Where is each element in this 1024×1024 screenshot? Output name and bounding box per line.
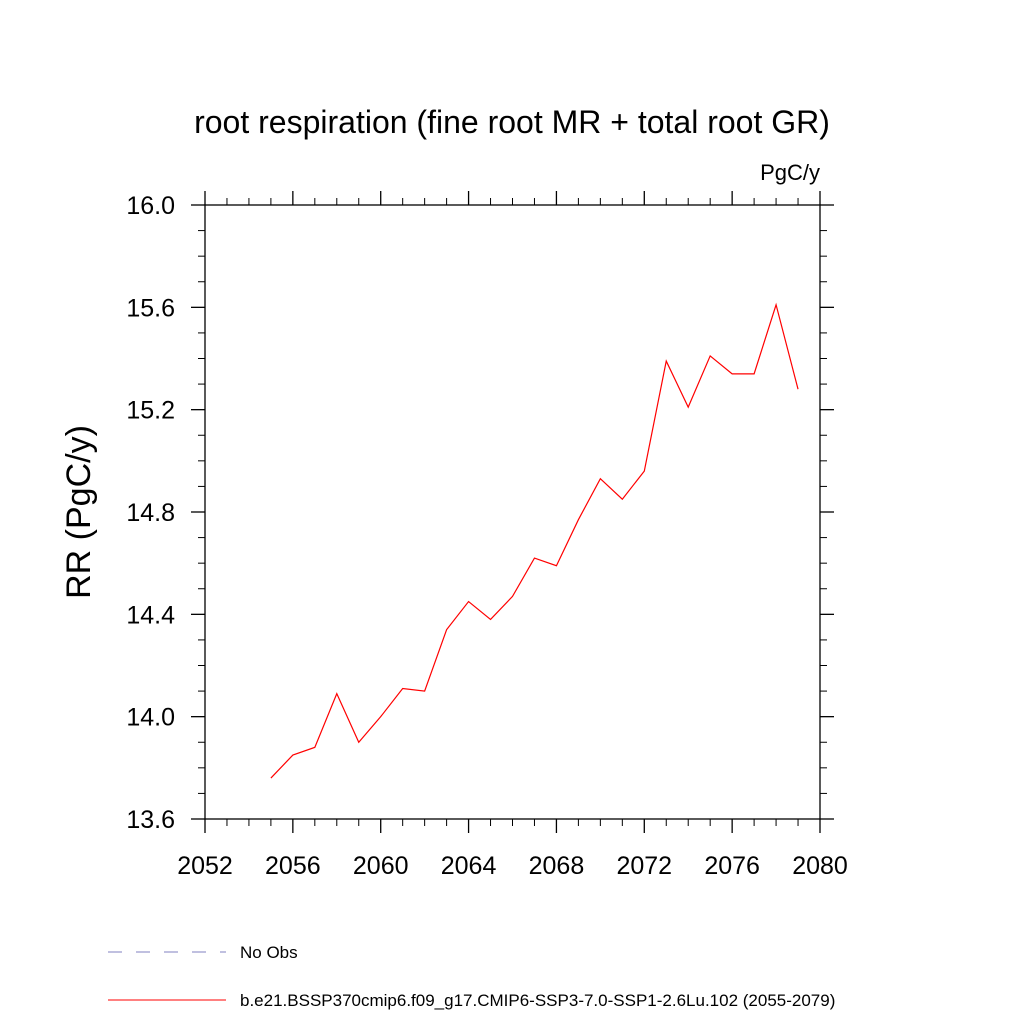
x-tick-label: 2056 — [265, 852, 321, 880]
y-tick-label: 14.4 — [126, 601, 175, 629]
plot-frame — [204, 204, 821, 820]
legend-label-no-obs: No Obs — [240, 943, 298, 962]
x-tick-label: 2064 — [441, 852, 497, 880]
legend-label-series: b.e21.BSSP370cmip6.f09_g17.CMIP6-SSP3-7.… — [240, 991, 835, 1010]
y-axis-label: RR (PgC/y) — [60, 425, 98, 599]
y-tick-label: 16.0 — [126, 192, 175, 220]
units-label: PgC/y — [760, 160, 820, 185]
x-tick-label: 2080 — [792, 852, 848, 880]
y-tick-label: 14.0 — [126, 704, 175, 732]
x-tick-label: 2072 — [616, 852, 672, 880]
y-tick-label: 13.6 — [126, 806, 175, 834]
x-tick-label: 2076 — [704, 852, 760, 880]
series-line — [270, 302, 799, 779]
y-tick-label: 15.6 — [126, 294, 175, 322]
x-tick-label: 2052 — [177, 852, 233, 880]
x-tick-label: 2068 — [529, 852, 585, 880]
y-tick-label: 15.2 — [126, 397, 175, 425]
legend: No Obs b.e21.BSSP370cmip6.f09_g17.CMIP6-S… — [108, 943, 835, 1010]
axes: 2052 2056 2060 2064 2068 2072 2076 2080 13.6 14.0… — [126, 191, 848, 880]
chart-title: root respiration (fine root MR + total r… — [194, 104, 830, 140]
series-group — [270, 302, 799, 779]
x-tick-label: 2060 — [353, 852, 409, 880]
y-tick-label: 14.8 — [126, 499, 175, 527]
